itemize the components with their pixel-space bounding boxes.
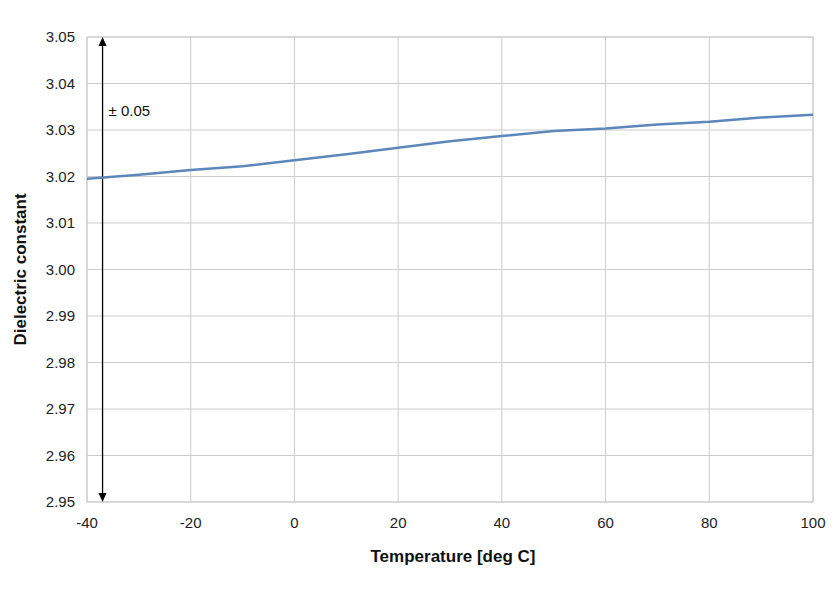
y-grid-line <box>87 316 813 317</box>
y-tick-label: 3.03 <box>46 121 75 138</box>
y-tick-label: 2.96 <box>46 447 75 464</box>
x-tick-label: -40 <box>76 514 98 531</box>
x-tick-label: 60 <box>597 514 614 531</box>
x-grid-line <box>294 37 295 502</box>
y-tick-label: 2.99 <box>46 307 75 324</box>
y-tick-label: 2.98 <box>46 354 75 371</box>
y-tick-label: 2.97 <box>46 400 75 417</box>
x-grid-line <box>398 37 399 502</box>
x-tick-label: 20 <box>390 514 407 531</box>
y-grid-line <box>87 223 813 224</box>
x-tick-label: 80 <box>701 514 718 531</box>
y-grid-line <box>87 409 813 410</box>
plot-frame <box>87 37 813 502</box>
x-grid-line <box>605 37 606 502</box>
data-line <box>87 115 813 179</box>
y-tick-label: 3.02 <box>46 168 75 185</box>
annotation-text: ± 0.05 <box>109 102 151 119</box>
y-axis-label: Dielectric constant <box>11 193 30 345</box>
x-tick-label: 40 <box>494 514 511 531</box>
x-tick-label: -20 <box>180 514 202 531</box>
y-grid-line <box>87 83 813 84</box>
x-axis-label: Temperature [deg C] <box>371 547 536 566</box>
y-tick-label: 2.95 <box>46 493 75 510</box>
x-tick-label: 0 <box>290 514 298 531</box>
y-tick-label: 3.05 <box>46 28 75 45</box>
x-grid-line <box>501 37 502 502</box>
x-tick-label: 100 <box>800 514 825 531</box>
y-tick-label: 3.04 <box>46 75 75 92</box>
y-grid-line <box>87 269 813 270</box>
x-grid-line <box>190 37 191 502</box>
plot-area <box>87 115 813 179</box>
y-grid-line <box>87 176 813 177</box>
y-grid-line <box>87 362 813 363</box>
annotation-arrow <box>99 37 107 502</box>
y-tick-label: 3.01 <box>46 214 75 231</box>
arrow-head <box>99 37 107 46</box>
x-grid-line <box>709 37 710 502</box>
y-tick-label: 3.00 <box>46 261 75 278</box>
arrow-shaft <box>102 43 103 496</box>
chart: 2.95 2.96 2.97 2.98 2.99 3.00 3.01 3.02 3.03 3.04… <box>0 0 840 600</box>
arrow-head <box>99 493 107 502</box>
y-grid-line <box>87 455 813 456</box>
y-grid-line <box>87 130 813 131</box>
